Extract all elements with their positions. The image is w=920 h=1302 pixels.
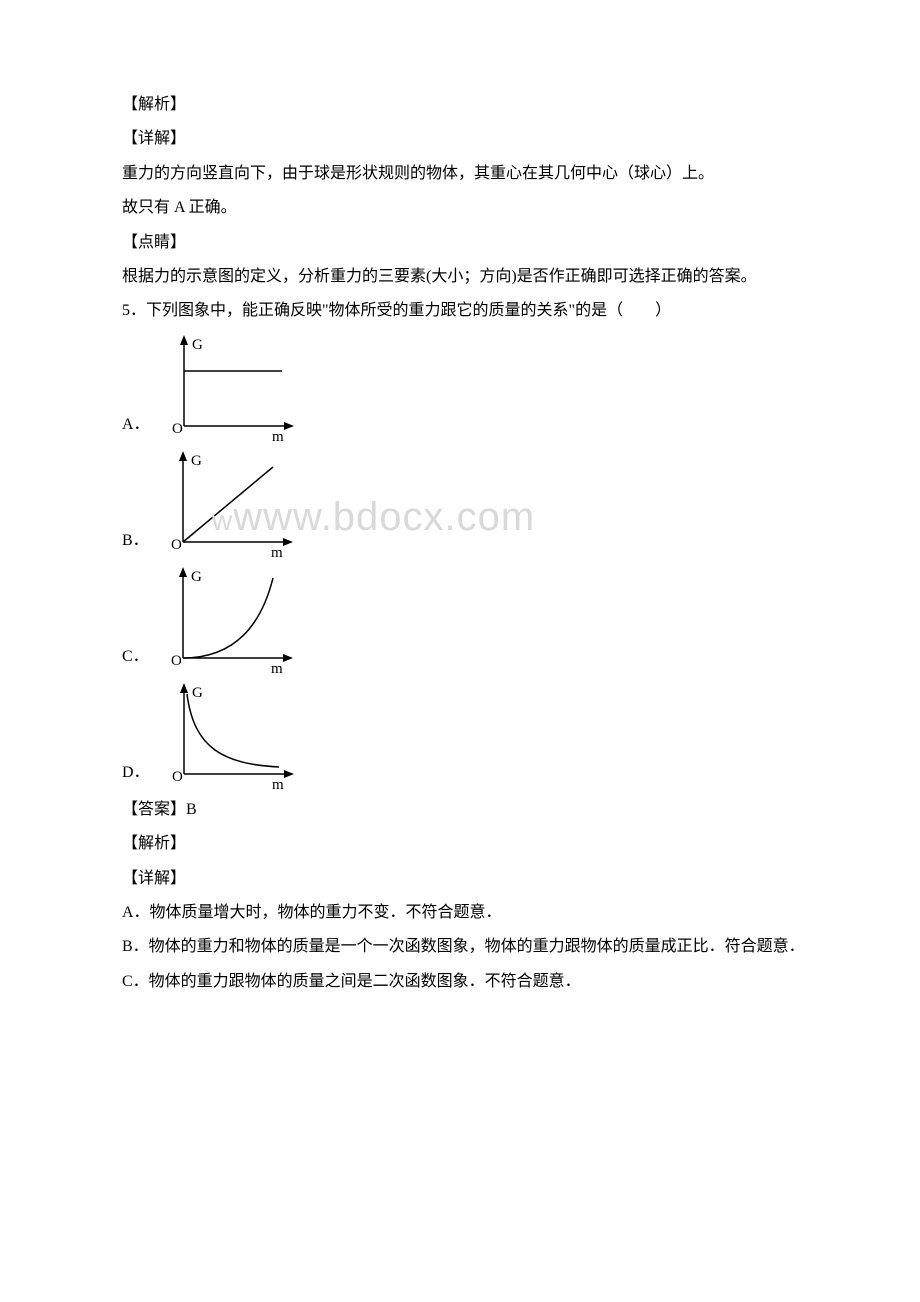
svg-text:O: O [172,421,183,437]
svg-text:m: m [272,429,284,441]
option-a-row: A． G O m [122,331,830,441]
label-dianjing: 【点睛】 [90,228,830,258]
q4-explain2: 故只有 A 正确。 [90,193,830,223]
label-xiangjie-1: 【详解】 [90,124,830,154]
svg-text:G: G [191,453,202,469]
svg-text:O: O [171,653,182,669]
answer-value: B [186,801,197,818]
option-d-label: D． [122,758,150,788]
chart-d: G O m [154,679,304,789]
svg-text:G: G [192,685,203,701]
chart-c: G O m [153,563,303,673]
q5-explain-a: A．物体质量增大时，物体的重力不变．不符合题意． [90,898,830,928]
q4-dianjing: 根据力的示意图的定义，分析重力的三要素(大小；方向)是否作正确即可选择正确的答案… [90,262,830,292]
svg-text:G: G [192,337,203,353]
q5-stem: 5．下列图象中，能正确反映"物体所受的重力跟它的质量的关系"的是（ ） [90,296,830,326]
chart-a: G O m [154,331,304,441]
svg-text:G: G [191,569,202,585]
option-c-row: C． G O m [122,563,830,673]
q4-explain1: 重力的方向竖直向下，由于球是形状规则的物体，其重心在其几何中心（球心）上。 [90,159,830,189]
chart-b: G O m [153,447,303,557]
option-b-row: wwww.bdocx.com B． G O m [122,447,830,557]
svg-text:O: O [171,537,182,553]
label-xiangjie-2: 【详解】 [90,864,830,894]
label-jiexi-1: 【解析】 [90,90,830,120]
svg-text:O: O [172,769,183,785]
svg-text:m: m [271,661,283,673]
option-d-row: D． G O m [122,679,830,789]
option-c-label: C． [122,642,149,672]
q5-explain-c: C．物体的重力跟物体的质量之间是二次函数图象．不符合题意． [90,967,830,997]
svg-text:m: m [272,777,284,789]
q5-answer: 【答案】B [90,795,830,825]
label-jiexi-2: 【解析】 [90,829,830,859]
option-b-label: B． [122,526,149,556]
svg-text:m: m [271,545,283,557]
q5-explain-b: B．物体的重力和物体的质量是一个一次函数图象，物体的重力跟物体的质量成正比．符合… [90,932,830,962]
label-daan: 【答案】 [122,801,186,818]
option-a-label: A． [122,410,150,440]
